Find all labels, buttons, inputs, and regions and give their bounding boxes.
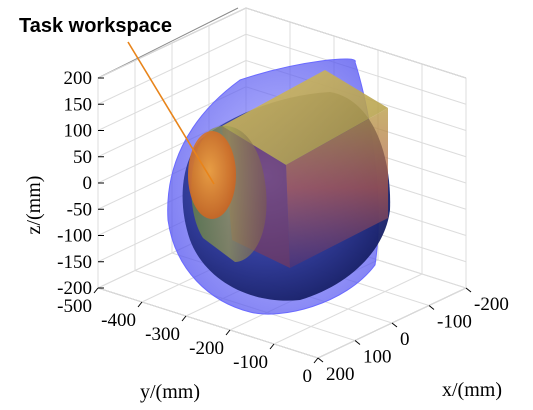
annotation-leader-line [127,41,215,185]
y-tick-mark [93,287,99,294]
x-tick-label: -100 [437,312,472,333]
y-tick-mark [269,343,275,350]
y-tick-label: 0 [303,366,313,387]
y-tick-mark [181,315,187,322]
y-tick-mark [225,329,231,336]
z-tick-label: 50 [73,147,92,168]
z-tick-label: -100 [57,226,92,247]
x-tick-label: 0 [400,329,410,350]
y-tick-label: -100 [233,352,268,373]
x-axis-ticks: -200-100 0 100 200 [317,287,509,385]
y-axis-label: y/(mm) [140,381,200,403]
z-axis-ticks: -200 -150 -100 -50 0 50 100 150 200 [57,68,104,299]
x-axis-label: x/(mm) [442,379,502,401]
z-tick-label: -50 [67,199,92,220]
task-workspace-cap [188,131,236,219]
y-tick-mark [137,301,143,308]
x-tick-label: -200 [474,294,509,315]
y-tick-mark [313,357,319,364]
x-tick-label: 100 [363,347,392,368]
z-axis-label: z/(mm) [23,176,45,235]
z-tick-label: 0 [83,173,93,194]
y-axis-ticks: -500 -400 -300 -200 -100 0 [57,287,319,387]
x-tick-mark [317,357,324,363]
y-tick-label: -400 [101,310,136,331]
x-tick-mark [465,287,472,293]
annotation-text: Task workspace [19,15,172,37]
x-tick-label: 200 [326,364,355,385]
x-tick-mark [428,305,435,310]
z-tick-label: -200 [57,278,92,299]
x-tick-mark [391,322,398,328]
y-tick-label: -500 [57,296,92,317]
z-tick-label: 100 [64,121,93,142]
z-tick-label: 150 [64,94,93,115]
y-tick-label: -200 [189,338,224,359]
z-tick-label: -150 [57,252,92,273]
y-tick-label: -300 [145,324,180,345]
z-tick-label: 200 [64,68,93,89]
x-tick-mark [354,340,361,345]
